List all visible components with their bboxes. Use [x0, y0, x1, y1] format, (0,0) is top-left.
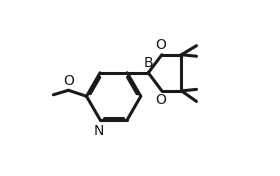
- Text: N: N: [94, 124, 104, 137]
- Text: O: O: [155, 93, 166, 107]
- Text: O: O: [155, 39, 166, 52]
- Text: O: O: [63, 74, 74, 88]
- Text: B: B: [143, 56, 153, 70]
